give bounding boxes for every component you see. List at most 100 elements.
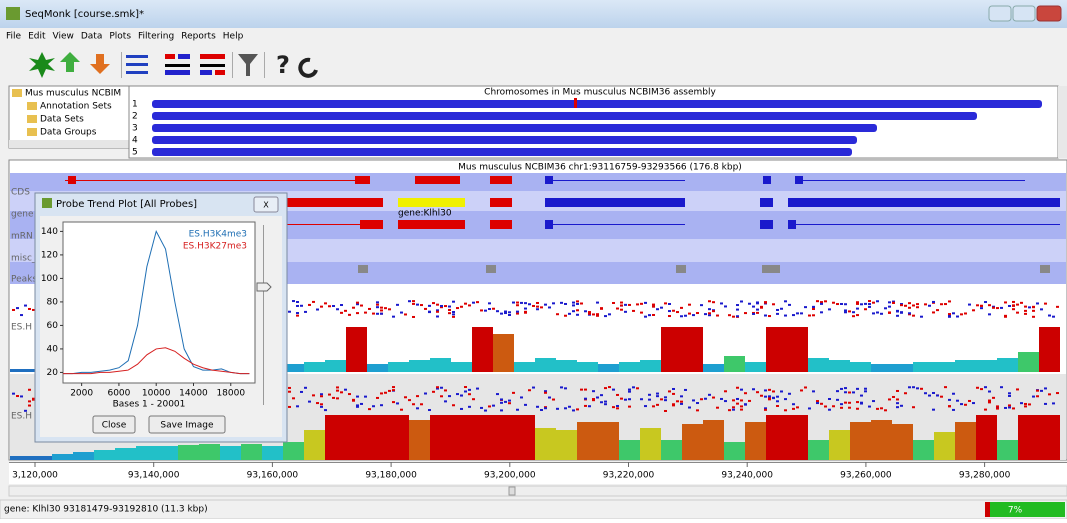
dialog-button-label[interactable]: Save Image bbox=[160, 421, 214, 431]
dialog-button[interactable] bbox=[92, 415, 136, 434]
probe-mark bbox=[336, 386, 339, 389]
close-button[interactable] bbox=[1036, 5, 1062, 22]
quantitation-bar bbox=[556, 360, 577, 372]
probe-mark bbox=[948, 405, 951, 408]
probe-mark bbox=[644, 301, 647, 304]
maximize-button[interactable] bbox=[1012, 5, 1036, 22]
menu-item[interactable]: File bbox=[6, 32, 22, 42]
toolbar-icon[interactable]: ? bbox=[276, 51, 290, 79]
probe-mark bbox=[692, 314, 695, 317]
dialog-button-label[interactable]: Close bbox=[102, 421, 127, 431]
probe-mark bbox=[548, 306, 551, 309]
probe-mark bbox=[584, 397, 587, 400]
toolbar-icon[interactable] bbox=[200, 54, 225, 75]
probe-mark bbox=[980, 307, 983, 310]
quantitation-bar bbox=[430, 415, 451, 460]
dialog-close[interactable] bbox=[253, 196, 279, 213]
probe-mark bbox=[740, 405, 743, 408]
scroll-thumb[interactable] bbox=[508, 486, 516, 496]
probe-mark bbox=[884, 409, 887, 412]
tree-item[interactable]: Data Groups bbox=[40, 128, 97, 138]
toolbar-icon[interactable] bbox=[165, 54, 190, 75]
probe-mark bbox=[456, 393, 459, 396]
toolbar-icon[interactable] bbox=[60, 52, 80, 72]
ruler-label: 93,240,000 bbox=[721, 471, 773, 481]
menu-item[interactable]: Reports bbox=[181, 32, 216, 42]
quantitation-bar bbox=[430, 358, 451, 372]
probe-mark bbox=[832, 301, 835, 304]
probe-mark bbox=[988, 399, 991, 402]
menu-item[interactable]: Edit bbox=[28, 32, 46, 42]
probe-mark bbox=[768, 388, 771, 391]
genome-view-title: Mus musculus NCBIM36 chr1:93116759-93293… bbox=[458, 163, 742, 173]
probe-mark bbox=[856, 307, 859, 310]
probe-mark bbox=[496, 393, 499, 396]
probe-mark bbox=[740, 399, 743, 402]
probe-mark bbox=[468, 388, 471, 391]
probe-mark bbox=[388, 389, 391, 392]
probe-mark bbox=[392, 315, 395, 318]
probe-mark bbox=[448, 395, 451, 398]
probe-mark bbox=[448, 312, 451, 315]
chromosome-label: 2 bbox=[132, 112, 138, 122]
probe-mark bbox=[892, 301, 895, 304]
menu-item[interactable]: Data bbox=[81, 32, 103, 42]
toolbar-icon[interactable] bbox=[90, 54, 110, 74]
chromosome-label: 5 bbox=[132, 148, 138, 158]
probe-mark bbox=[840, 403, 843, 406]
probe-mark bbox=[292, 300, 295, 303]
probe-mark bbox=[640, 398, 643, 401]
probe-mark bbox=[1052, 315, 1055, 318]
probe-mark bbox=[824, 300, 827, 303]
probe-mark bbox=[620, 397, 623, 400]
probe-mark bbox=[856, 314, 859, 317]
tree-item[interactable]: Annotation Sets bbox=[40, 102, 112, 112]
probe-mark bbox=[616, 393, 619, 396]
probe-mark bbox=[376, 396, 379, 399]
probe-mark bbox=[644, 315, 647, 318]
toolbar-icon[interactable] bbox=[238, 54, 258, 76]
probe-mark bbox=[648, 393, 651, 396]
menu-item[interactable]: View bbox=[53, 32, 74, 42]
track-label: gene bbox=[11, 210, 34, 220]
probe-mark bbox=[988, 401, 991, 404]
slider-thumb[interactable] bbox=[256, 282, 272, 292]
horizontal-scrollbar[interactable] bbox=[8, 485, 1067, 497]
probe-mark bbox=[580, 388, 583, 391]
quantitation-bar bbox=[619, 362, 640, 372]
quantitation-bar bbox=[976, 360, 997, 372]
probe-mark bbox=[848, 391, 851, 394]
probe-mark bbox=[460, 305, 463, 308]
menu-item[interactable]: Plots bbox=[109, 32, 131, 42]
probe-mark bbox=[1040, 308, 1043, 311]
probe-mark bbox=[516, 301, 519, 304]
probe-mark bbox=[332, 304, 335, 307]
probe-mark bbox=[568, 312, 571, 315]
toolbar-icon[interactable] bbox=[126, 55, 148, 74]
quantitation-bar bbox=[94, 450, 115, 460]
toolbar-icon[interactable] bbox=[298, 57, 318, 78]
probe-mark bbox=[712, 396, 715, 399]
probe-mark bbox=[324, 302, 327, 305]
probe-mark bbox=[716, 406, 719, 409]
menu-item[interactable]: Filtering bbox=[138, 32, 174, 42]
probe-mark bbox=[288, 390, 291, 393]
probe-mark bbox=[412, 302, 415, 305]
probe-mark bbox=[412, 315, 415, 318]
probe-mark bbox=[672, 309, 675, 312]
trend-line bbox=[63, 347, 250, 375]
probe-mark bbox=[820, 301, 823, 304]
toolbar-icon[interactable] bbox=[29, 52, 55, 78]
probe-mark bbox=[796, 312, 799, 315]
tree-item[interactable]: Data Sets bbox=[40, 115, 84, 125]
probe-mark bbox=[484, 309, 487, 312]
dialog-button[interactable] bbox=[148, 415, 226, 434]
probe-mark bbox=[544, 407, 547, 410]
tree-item[interactable]: Mus musculus NCBIM bbox=[25, 89, 121, 99]
probe-mark bbox=[380, 309, 383, 312]
minimize-button[interactable] bbox=[988, 5, 1012, 22]
menu-item[interactable]: Help bbox=[223, 32, 244, 42]
probe-mark bbox=[508, 402, 511, 405]
probe-mark bbox=[864, 387, 867, 390]
quantitation-bar bbox=[829, 360, 850, 372]
